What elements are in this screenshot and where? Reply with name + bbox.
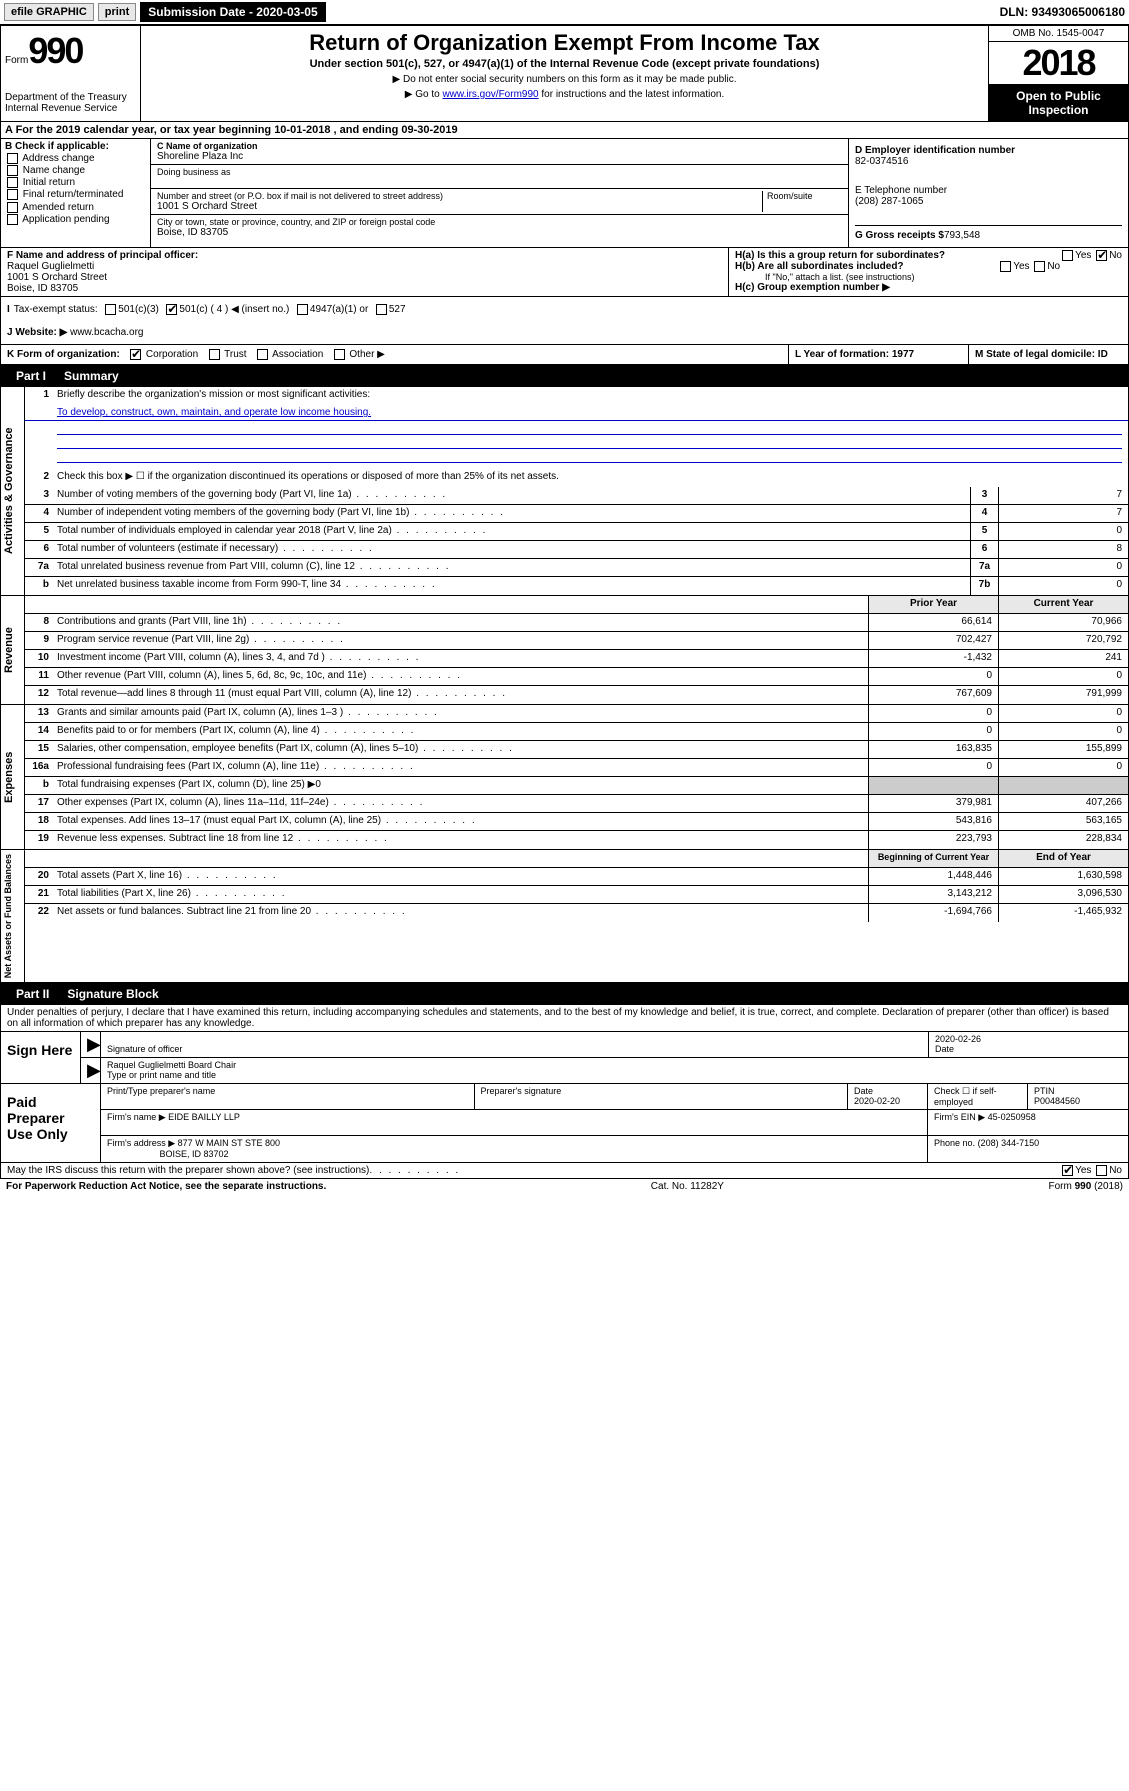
mission-text: To develop, construct, own, maintain, an… xyxy=(57,407,371,418)
chk-discuss-no[interactable] xyxy=(1096,1165,1107,1176)
prep-date: 2020-02-20 xyxy=(854,1096,900,1106)
ptin: P00484560 xyxy=(1034,1096,1080,1106)
chk-other[interactable] xyxy=(334,349,345,360)
row-i-tax-exempt: I Tax-exempt status: 501(c)(3) 501(c) ( … xyxy=(0,297,1129,321)
table-row: 13Grants and similar amounts paid (Part … xyxy=(25,705,1128,723)
table-row: 11Other revenue (Part VIII, column (A), … xyxy=(25,668,1128,686)
instructions-link-line: ▶ Go to www.irs.gov/Form990 for instruct… xyxy=(145,89,984,100)
chk-4947[interactable] xyxy=(297,304,308,315)
table-row: 4Number of independent voting members of… xyxy=(25,505,1128,523)
paid-preparer: Paid Preparer Use Only Print/Type prepar… xyxy=(0,1084,1129,1163)
open-public-badge: Open to Public Inspection xyxy=(989,85,1128,121)
col-d-ein: D Employer identification number 82-0374… xyxy=(848,139,1128,247)
part1-header: Part I Summary xyxy=(0,365,1129,387)
chk-501c3[interactable] xyxy=(105,304,116,315)
perjury-statement: Under penalties of perjury, I declare th… xyxy=(0,1005,1129,1032)
table-row: 21Total liabilities (Part X, line 26)3,1… xyxy=(25,886,1128,904)
efile-header: efile GRAPHIC print Submission Date - 20… xyxy=(0,0,1129,25)
section-a: A For the 2019 calendar year, or tax yea… xyxy=(0,122,1129,139)
officer-name: Raquel Guglielmetti xyxy=(7,261,94,272)
chk-app-pending[interactable] xyxy=(7,214,18,225)
chk-ha-yes[interactable] xyxy=(1062,250,1073,261)
irs-link[interactable]: www.irs.gov/Form990 xyxy=(442,89,538,100)
chk-amended[interactable] xyxy=(7,202,18,213)
chk-final-return[interactable] xyxy=(7,189,18,200)
col-b-checkboxes: B Check if applicable: Address change Na… xyxy=(1,139,151,247)
row-j-website: J Website: ▶ www.bcacha.org xyxy=(0,321,1129,345)
form-number: Form990 xyxy=(5,30,136,72)
info-grid: B Check if applicable: Address change Na… xyxy=(0,139,1129,248)
officer-signature-name: Raquel Guglielmetti Board Chair xyxy=(107,1060,236,1070)
org-name: Shoreline Plaza Inc xyxy=(157,151,842,162)
table-row: 20Total assets (Part X, line 16)1,448,44… xyxy=(25,868,1128,886)
table-row: 12Total revenue—add lines 8 through 11 (… xyxy=(25,686,1128,704)
form-subtitle: Under section 501(c), 527, or 4947(a)(1)… xyxy=(145,58,984,70)
chk-hb-no[interactable] xyxy=(1034,261,1045,272)
form-header: Form990 Department of the Treasury Inter… xyxy=(0,25,1129,122)
chk-initial-return[interactable] xyxy=(7,177,18,188)
sign-date: 2020-02-26 xyxy=(935,1034,981,1044)
table-row: bNet unrelated business taxable income f… xyxy=(25,577,1128,595)
dept-treasury: Department of the Treasury Internal Reve… xyxy=(5,92,136,114)
table-row: 8Contributions and grants (Part VIII, li… xyxy=(25,614,1128,632)
footer: For Paperwork Reduction Act Notice, see … xyxy=(0,1179,1129,1194)
ein: 82-0374516 xyxy=(855,156,908,167)
firm-addr: 877 W MAIN ST STE 800 xyxy=(178,1138,280,1148)
table-row: 7aTotal unrelated business revenue from … xyxy=(25,559,1128,577)
table-row: 3Number of voting members of the governi… xyxy=(25,487,1128,505)
discuss-row: May the IRS discuss this return with the… xyxy=(0,1163,1129,1179)
omb-number: OMB No. 1545-0047 xyxy=(989,26,1128,42)
org-address: 1001 S Orchard Street xyxy=(157,201,762,212)
revenue-section: Revenue Prior Year Current Year 8Contrib… xyxy=(0,596,1129,705)
sign-here: Sign Here ▶ Signature of officer 2020-02… xyxy=(0,1032,1129,1084)
expenses-section: Expenses 13Grants and similar amounts pa… xyxy=(0,705,1129,850)
table-row: 17Other expenses (Part IX, column (A), l… xyxy=(25,795,1128,813)
tax-year: 2018 xyxy=(989,42,1128,85)
chk-corp[interactable] xyxy=(130,349,141,360)
chk-hb-yes[interactable] xyxy=(1000,261,1011,272)
table-row: 6Total number of volunteers (estimate if… xyxy=(25,541,1128,559)
netassets-section: Net Assets or Fund Balances Beginning of… xyxy=(0,850,1129,983)
chk-501c[interactable] xyxy=(166,304,177,315)
firm-phone: (208) 344-7150 xyxy=(978,1138,1040,1148)
part2-header: Part II Signature Block xyxy=(0,983,1129,1005)
chk-discuss-yes[interactable] xyxy=(1062,1165,1073,1176)
print-button[interactable]: print xyxy=(98,3,136,21)
table-row: 10Investment income (Part VIII, column (… xyxy=(25,650,1128,668)
table-row: bTotal fundraising expenses (Part IX, co… xyxy=(25,777,1128,795)
table-row: 9Program service revenue (Part VIII, lin… xyxy=(25,632,1128,650)
efile-graphic-button[interactable]: efile GRAPHIC xyxy=(4,3,94,21)
chk-trust[interactable] xyxy=(209,349,220,360)
governance-section: Activities & Governance 1 Briefly descri… xyxy=(0,387,1129,596)
table-row: 22Net assets or fund balances. Subtract … xyxy=(25,904,1128,922)
row-k-form-org: K Form of organization: Corporation Trus… xyxy=(0,345,1129,365)
chk-ha-no[interactable] xyxy=(1096,250,1107,261)
table-row: 16aProfessional fundraising fees (Part I… xyxy=(25,759,1128,777)
firm-name: EIDE BAILLY LLP xyxy=(168,1112,240,1122)
form-title: Return of Organization Exempt From Incom… xyxy=(145,30,984,56)
chk-527[interactable] xyxy=(376,304,387,315)
submission-date: Submission Date - 2020-03-05 xyxy=(140,2,325,22)
firm-ein: 45-0250958 xyxy=(988,1112,1036,1122)
phone: (208) 287-1065 xyxy=(855,196,923,207)
gross-receipts: 793,548 xyxy=(944,230,980,241)
website: www.bcacha.org xyxy=(70,327,143,338)
ssn-warning: ▶ Do not enter social security numbers o… xyxy=(145,74,984,85)
row-f-h: F Name and address of principal officer:… xyxy=(0,248,1129,297)
table-row: 5Total number of individuals employed in… xyxy=(25,523,1128,541)
col-c-org-info: C Name of organization Shoreline Plaza I… xyxy=(151,139,848,247)
chk-assoc[interactable] xyxy=(257,349,268,360)
table-row: 19Revenue less expenses. Subtract line 1… xyxy=(25,831,1128,849)
table-row: 14Benefits paid to or for members (Part … xyxy=(25,723,1128,741)
chk-name-change[interactable] xyxy=(7,165,18,176)
table-row: 15Salaries, other compensation, employee… xyxy=(25,741,1128,759)
table-row: 18Total expenses. Add lines 13–17 (must … xyxy=(25,813,1128,831)
org-city: Boise, ID 83705 xyxy=(157,227,842,238)
chk-address-change[interactable] xyxy=(7,153,18,164)
dln: DLN: 93493065006180 xyxy=(1000,5,1125,19)
